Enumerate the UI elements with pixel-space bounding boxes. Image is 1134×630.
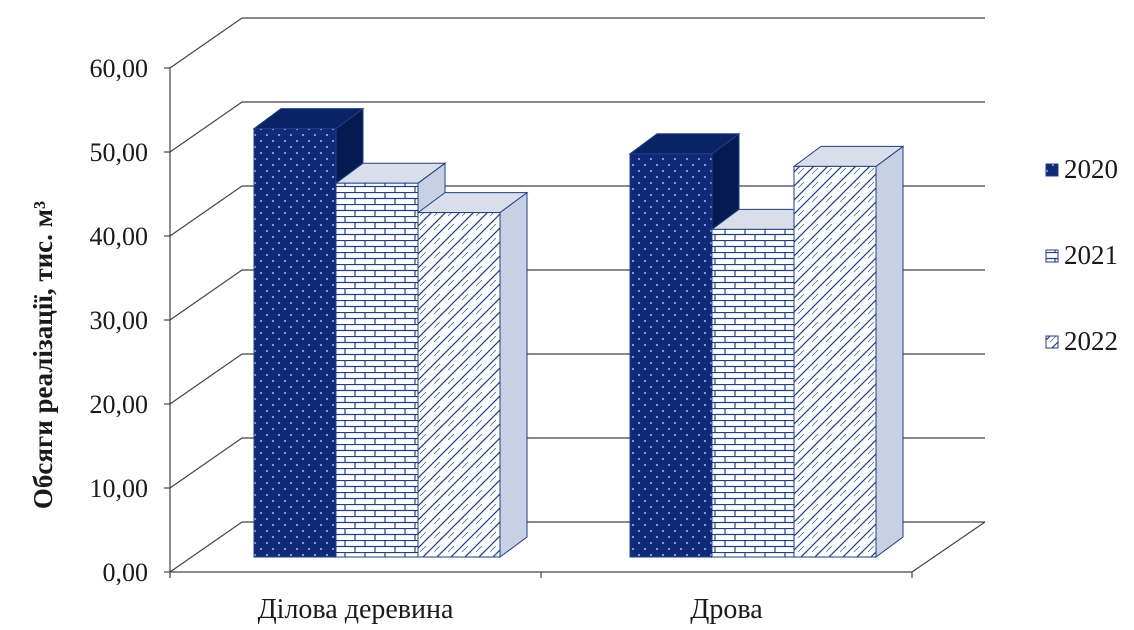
legend-swatch	[1045, 249, 1059, 263]
legend-swatch	[1045, 335, 1059, 349]
gridline-side	[169, 353, 243, 405]
bar-side	[875, 145, 904, 558]
y-tick-label: 40,00	[90, 222, 149, 251]
y-tick-label: 10,00	[90, 474, 149, 503]
y-axis-label: Обсяги реалізації, тис. м³	[28, 201, 58, 509]
y-tick-label: 60,00	[90, 54, 149, 83]
legend-swatch	[1045, 163, 1059, 177]
bar-front	[417, 212, 501, 558]
bar-front	[711, 228, 795, 558]
bar	[792, 145, 905, 558]
x-category-label: Дрова	[690, 594, 763, 625]
y-tick-label: 20,00	[90, 390, 149, 419]
bar-front	[629, 153, 713, 558]
bar-front	[793, 165, 877, 558]
axis-labels: 0,00 10,00 20,00 30,00 40,00 50,00 60,00 Ділова…	[90, 54, 764, 625]
floor-edge	[911, 521, 986, 573]
bar-front	[253, 128, 337, 558]
legend-label: 2020	[1064, 154, 1118, 184]
legend: 2020 2021 2022	[1045, 154, 1118, 356]
gridline-side	[169, 269, 243, 321]
bar	[416, 191, 529, 558]
legend-label: 2022	[1064, 326, 1118, 356]
legend-item: 2020	[1045, 154, 1118, 184]
x-category-label: Ділова деревина	[258, 594, 454, 625]
gridline-side	[169, 17, 243, 69]
legend-label: 2021	[1064, 240, 1118, 270]
gridline-side	[169, 185, 243, 237]
gridline-side	[169, 521, 243, 573]
axes	[164, 67, 986, 578]
bar-front	[335, 182, 419, 558]
y-tick-label: 50,00	[90, 138, 149, 167]
gridline-side	[169, 101, 243, 153]
bar-side	[499, 191, 528, 558]
bars	[252, 107, 905, 558]
y-tick-label: 30,00	[90, 306, 149, 335]
legend-item: 2021	[1045, 240, 1118, 270]
legend-item: 2022	[1045, 326, 1118, 356]
y-tick-label: 0,00	[103, 558, 149, 587]
gridline-side	[169, 437, 243, 489]
